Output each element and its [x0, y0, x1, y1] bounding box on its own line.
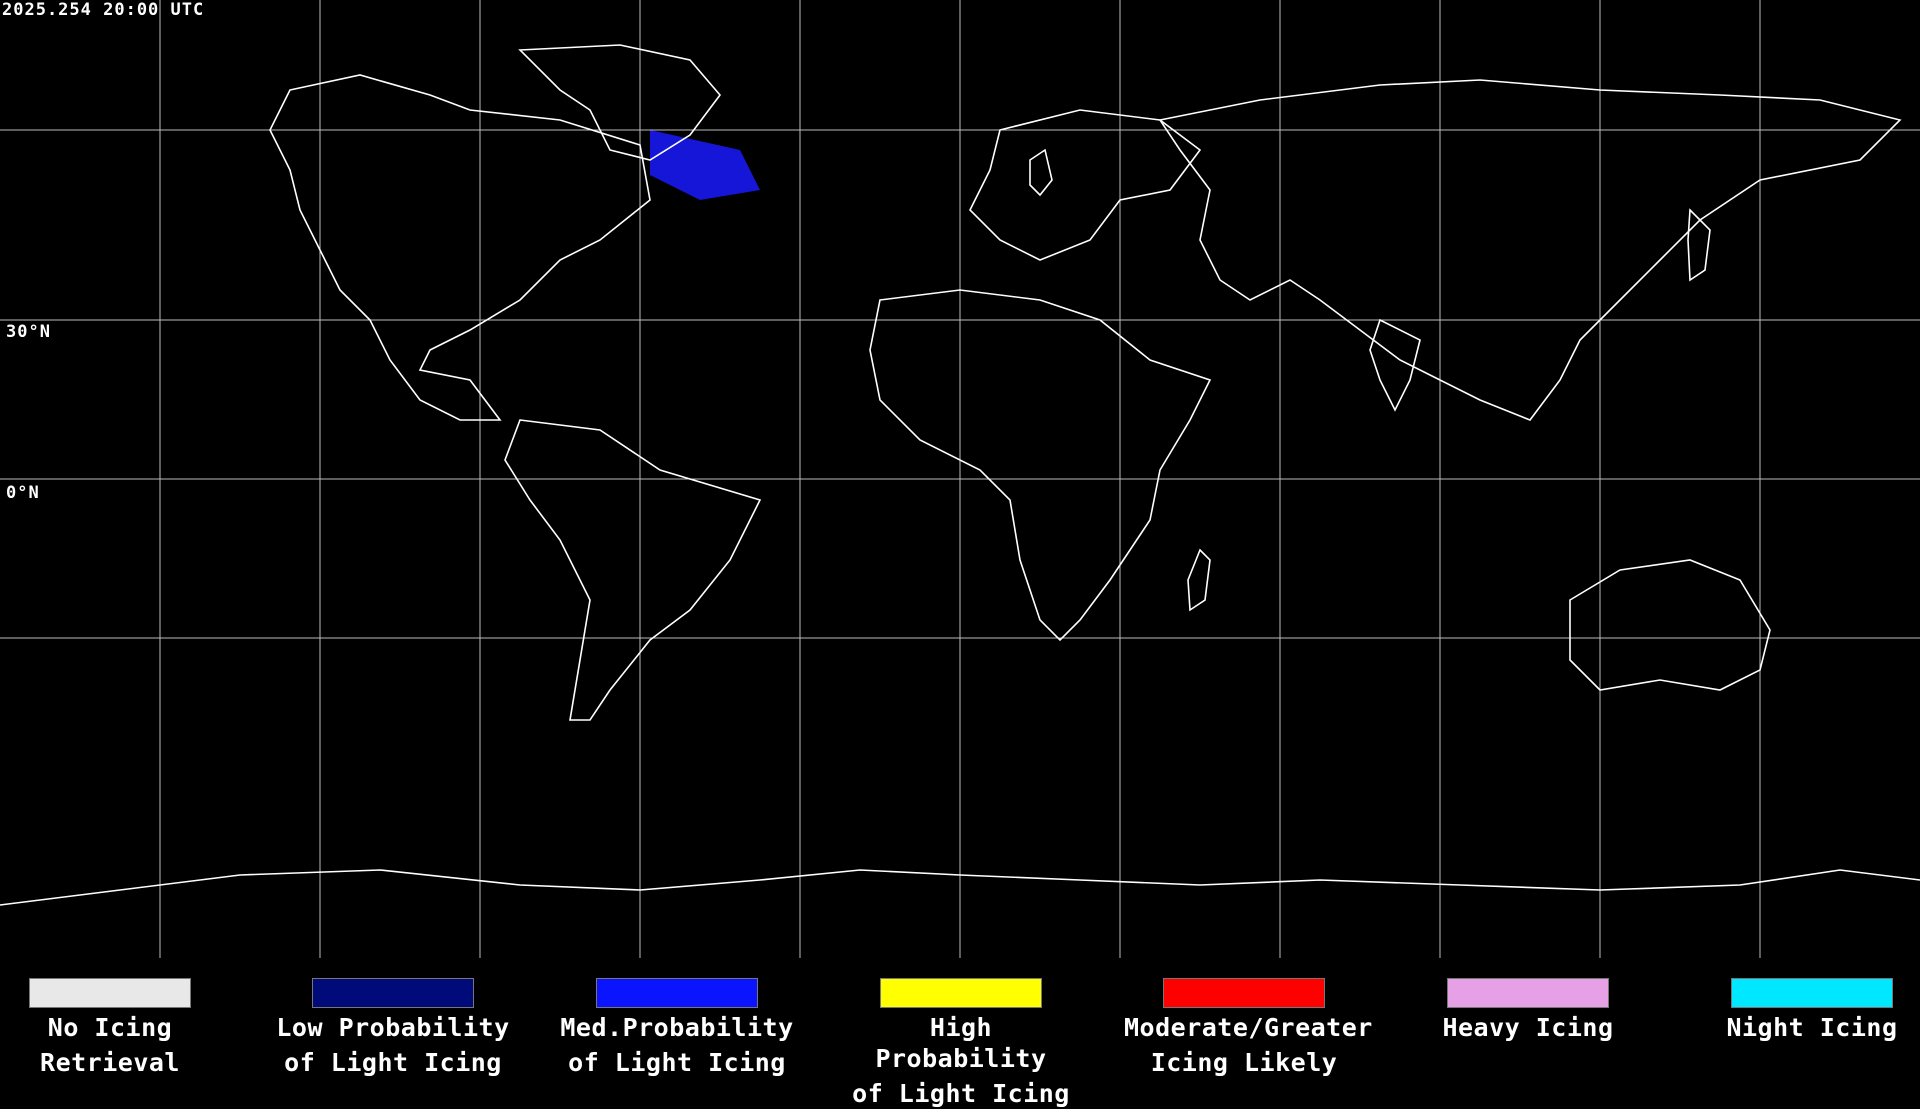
legend: No Icing Retrieval Low Probability of Li… — [0, 958, 1920, 1108]
timestamp-label: 2025.254 20:00 UTC — [2, 0, 205, 20]
legend-item-heavy-icing: Heavy Icing — [1408, 978, 1648, 1043]
legend-label-line2: Icing Likely — [1150, 1048, 1338, 1077]
legend-label-line1: Night Icing — [1726, 1013, 1898, 1042]
latitude-label-30n: 30°N — [6, 322, 51, 342]
legend-swatch — [312, 978, 474, 1008]
legend-swatch — [596, 978, 758, 1008]
legend-swatch — [1447, 978, 1609, 1008]
legend-swatch — [880, 978, 1042, 1008]
legend-label-line1: Med.Probability — [560, 1013, 794, 1042]
legend-label-line2: of Light Icing — [284, 1048, 502, 1077]
icing-map: 2025.254 20:00 UTC 30°N 0°N — [0, 0, 1920, 958]
legend-label-line1: Heavy Icing — [1442, 1013, 1614, 1042]
icing-map-canvas — [0, 0, 1920, 958]
coastlines — [0, 44, 1920, 906]
legend-label-line2: of Light Icing — [568, 1048, 786, 1077]
legend-item-low-probability: Low Probability of Light Icing — [273, 978, 513, 1078]
legend-label-line2: Retrieval — [40, 1048, 180, 1077]
latitude-label-0n: 0°N — [6, 483, 40, 503]
blue-patch — [650, 130, 760, 200]
legend-label-line2: of Light Icing — [852, 1079, 1070, 1108]
legend-label-line1: No Icing — [47, 1013, 173, 1042]
lat-lon-grid — [0, 0, 1920, 958]
legend-label-line1: High Probability — [875, 1013, 1047, 1073]
legend-item-moderate-greater: Moderate/Greater Icing Likely — [1124, 978, 1373, 1078]
legend-label-line1: Low Probability — [276, 1013, 510, 1042]
legend-swatch — [29, 978, 191, 1008]
legend-swatch — [1731, 978, 1893, 1008]
legend-item-high-probability: High Probability of Light Icing — [841, 978, 1081, 1109]
legend-item-night-icing: Night Icing — [1692, 978, 1920, 1043]
legend-label-line1: Moderate/Greater — [1124, 1013, 1373, 1042]
legend-swatch — [1163, 978, 1325, 1008]
legend-item-no-icing-retrieval: No Icing Retrieval — [0, 978, 230, 1078]
legend-item-med-probability: Med.Probability of Light Icing — [557, 978, 797, 1078]
